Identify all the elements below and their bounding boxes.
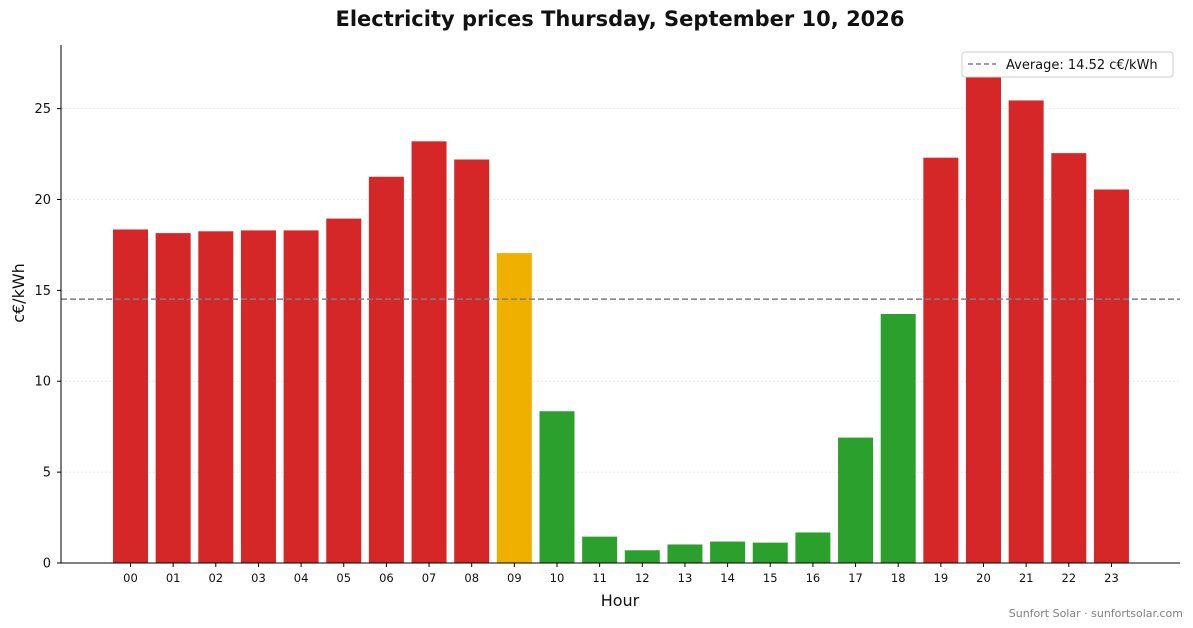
bar <box>1051 153 1087 563</box>
bar <box>710 541 746 563</box>
bar <box>667 544 703 563</box>
x-tick-label: 23 <box>1104 571 1119 585</box>
x-tick-label: 15 <box>763 571 778 585</box>
x-tick-label: 08 <box>464 571 479 585</box>
legend: Average: 14.52 c€/kWh <box>961 51 1174 78</box>
bar <box>1008 100 1044 563</box>
bar <box>923 157 959 563</box>
x-axis-label: Hour <box>601 591 640 610</box>
bar <box>155 233 191 563</box>
bar <box>240 230 276 564</box>
x-tick-label: 10 <box>550 571 565 585</box>
bar <box>283 230 319 564</box>
bar <box>496 253 532 563</box>
x-tick-label: 11 <box>592 571 607 585</box>
bar <box>795 532 831 563</box>
bar <box>752 542 788 563</box>
x-tick-label: 18 <box>891 571 906 585</box>
bar <box>966 72 1001 564</box>
chart-title: Electricity prices Thursday, September 1… <box>335 7 904 31</box>
x-tick-label: 20 <box>976 571 991 585</box>
bar <box>838 437 874 563</box>
x-tick-label: 00 <box>123 571 138 585</box>
axes <box>60 45 1180 564</box>
bar <box>582 536 618 563</box>
bar <box>326 218 362 563</box>
x-tick-label: 01 <box>166 571 181 585</box>
y-tick-label: 0 <box>43 557 51 572</box>
y-ticks: 0 5 10 15 20 25 <box>34 102 61 572</box>
bar <box>411 141 447 563</box>
y-tick-label: 25 <box>34 102 51 117</box>
bar <box>113 229 148 563</box>
x-tick-label: 16 <box>806 571 821 585</box>
bar <box>1093 189 1129 563</box>
x-tick-label: 02 <box>208 571 223 585</box>
y-tick-label: 20 <box>34 193 51 208</box>
y-tick-label: 10 <box>34 375 51 390</box>
x-tick-label: 12 <box>635 571 650 585</box>
legend-average-label: Average: 14.52 c€/kWh <box>1006 58 1158 73</box>
y-axis-label: c€/kWh <box>9 263 28 323</box>
y-tick-label: 15 <box>34 284 51 299</box>
x-tick-label: 19 <box>934 571 949 585</box>
bar <box>624 550 660 563</box>
x-tick-label: 22 <box>1061 571 1076 585</box>
bars <box>113 72 1129 564</box>
x-tick-label: 04 <box>294 571 309 585</box>
credit-text: Sunfort Solar · sunfortsolar.com <box>1009 607 1183 620</box>
x-tick-label: 14 <box>720 571 735 585</box>
bar <box>454 159 490 564</box>
x-ticks: 00 01 02 03 04 05 06 07 08 09 10 11 12 13 14 15 16 17 18 19… <box>123 563 1119 585</box>
x-tick-label: 21 <box>1019 571 1034 585</box>
bar <box>368 176 404 564</box>
legend-box <box>961 51 1174 78</box>
x-tick-label: 13 <box>678 571 693 585</box>
x-tick-label: 07 <box>422 571 437 585</box>
x-tick-label: 03 <box>251 571 266 585</box>
bar <box>198 231 234 563</box>
x-tick-label: 17 <box>848 571 863 585</box>
bar <box>539 411 575 563</box>
y-tick-label: 5 <box>43 466 51 481</box>
x-tick-label: 05 <box>336 571 351 585</box>
bar <box>880 313 916 563</box>
x-tick-label: 09 <box>507 571 522 585</box>
x-tick-label: 06 <box>379 571 394 585</box>
